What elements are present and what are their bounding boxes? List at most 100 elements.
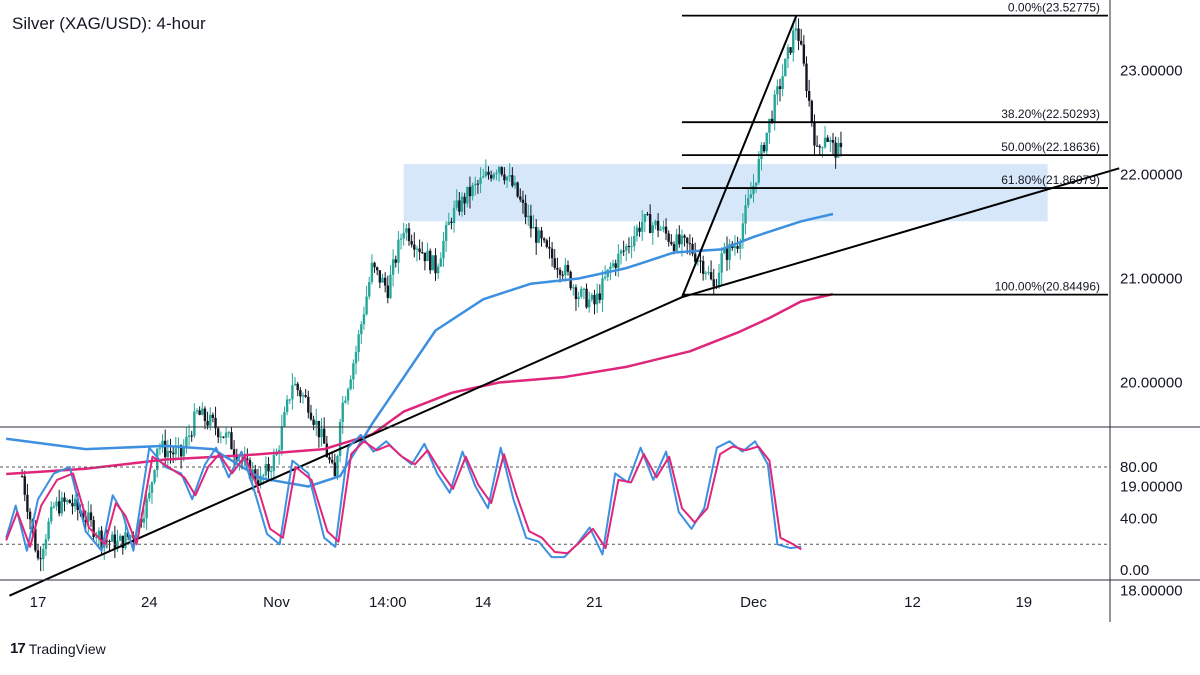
candle-body [691, 243, 694, 254]
candle-body [283, 412, 286, 427]
candle-body [553, 258, 556, 268]
stoch-d-line [5, 440, 802, 555]
candle-body [511, 175, 514, 186]
chart-title: Silver (XAG/USD): 4-hour [12, 14, 206, 33]
candle-body [111, 534, 114, 542]
candle-body [376, 267, 379, 271]
candle-body [224, 432, 228, 438]
candle-body [55, 501, 58, 507]
axes: 23.00000 22.00000 21.00000 20.00000 19.00000… [30, 63, 1183, 612]
candle-body [230, 432, 233, 450]
candle-body [179, 445, 183, 457]
candle-body [619, 250, 623, 254]
candle-body [365, 296, 368, 315]
candle-body [834, 142, 837, 158]
candle-body [320, 428, 323, 438]
stoch-k-line [5, 433, 802, 559]
candle-body [561, 274, 564, 276]
candle-body [58, 501, 61, 514]
candle-body [670, 241, 673, 245]
candle-body [815, 145, 819, 147]
candle-body [73, 498, 77, 507]
candle-body [232, 449, 236, 456]
candle-body [524, 202, 527, 218]
candle-body [352, 363, 355, 380]
candle-body [468, 186, 472, 197]
candle-body [71, 503, 74, 507]
tradingview-logo[interactable]: 17 TradingView [10, 640, 106, 657]
candle-body [309, 412, 313, 420]
candle-body [463, 196, 466, 204]
candle-body [280, 426, 283, 450]
time-axis-label: 17 [30, 594, 47, 611]
price-axis-label: 19.00000 [1120, 479, 1183, 496]
candle-body [823, 137, 827, 148]
candle-body [288, 399, 291, 401]
fib-level-label: 0.00%(23.52775) [1008, 1, 1100, 15]
candle-body [301, 395, 305, 397]
candle-body [28, 511, 32, 520]
candle-body [182, 447, 185, 457]
candle-body [566, 264, 570, 272]
candle-body [201, 408, 204, 415]
candle-body [323, 428, 326, 444]
candle-body [44, 539, 48, 550]
candle-body [344, 400, 347, 403]
candle-body [222, 436, 225, 438]
candle-body [837, 142, 840, 158]
candle-body [627, 246, 631, 248]
candle-body [588, 299, 591, 308]
candle-body [158, 447, 162, 449]
candle-body [723, 248, 726, 254]
resistance-zone [403, 164, 1048, 222]
candle-body [778, 86, 782, 90]
candle-body [415, 248, 419, 250]
price-pane[interactable]: 0.00%(23.52775) 38.20%(22.50293) 50.00%(22… [6, 1, 1120, 597]
candle-body [585, 288, 588, 308]
candle-body [346, 389, 350, 401]
stochastic-pane[interactable] [0, 433, 1110, 559]
candle-body [471, 185, 474, 197]
candle-body [429, 250, 432, 271]
candle-body [829, 139, 832, 142]
candle-body [768, 118, 771, 133]
candle-body [195, 410, 199, 412]
time-axis-label: 14:00 [369, 594, 407, 611]
price-axis-label: 21.00000 [1120, 271, 1183, 288]
candle-body [397, 239, 400, 263]
candle-body [476, 183, 480, 185]
candle-body [672, 244, 676, 251]
candle-body [227, 432, 230, 434]
fib-level-label: 61.80%(21.86979) [1001, 173, 1100, 187]
candle-body [65, 500, 69, 502]
candle-body [413, 244, 416, 250]
candle-body [643, 214, 647, 222]
time-axis-label: 12 [904, 594, 921, 611]
candle-body [572, 287, 575, 289]
candle-body [317, 420, 321, 438]
candle-body [519, 196, 522, 200]
candle-body [193, 411, 196, 436]
candle-body [291, 385, 294, 400]
candle-body [595, 293, 599, 305]
candle-body [328, 457, 331, 460]
candle-body [617, 253, 620, 268]
candle-body [701, 260, 705, 274]
candle-body [47, 521, 50, 540]
candle-body [198, 410, 201, 415]
candle-body [275, 453, 278, 456]
candle-body [439, 258, 442, 267]
candle-body [527, 215, 530, 218]
candle-body [235, 455, 238, 462]
candle-body [217, 428, 220, 438]
candle-body [444, 225, 448, 241]
candle-body [455, 200, 458, 208]
candle-body [752, 185, 755, 195]
candle-body [747, 198, 750, 206]
candle-body [556, 267, 559, 270]
candle-body [307, 396, 310, 413]
candle-body [362, 314, 366, 325]
candle-body [773, 94, 776, 122]
candle-body [264, 463, 268, 476]
candle-body [36, 550, 40, 559]
